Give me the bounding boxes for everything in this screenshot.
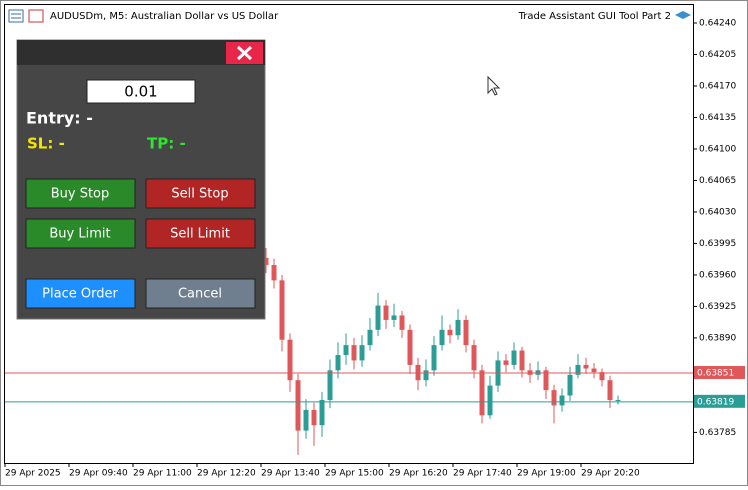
close-icon <box>236 45 253 61</box>
buy-limit-button[interactable] <box>25 218 136 249</box>
price-tag-label: 0.63851 <box>697 369 734 379</box>
x-tick-label: 29 Apr 11:00 <box>133 469 192 479</box>
y-tick-label: 0.64205 <box>699 50 736 60</box>
candle-body <box>519 350 525 371</box>
candle-body <box>383 305 389 320</box>
candle-body <box>367 329 373 346</box>
button-label: Sell Limit <box>170 227 230 242</box>
button-label: Sell Stop <box>171 187 228 202</box>
lot-value: 0.01 <box>124 83 157 101</box>
candle-body <box>463 319 469 346</box>
x-tick-label: 29 Apr 20:20 <box>581 469 640 479</box>
candle-body <box>311 409 317 426</box>
sell-limit-button[interactable] <box>145 218 256 249</box>
mouse-cursor <box>487 75 501 96</box>
expert-name: Trade Assistant GUI Tool Part 2 <box>518 11 671 22</box>
candle-body <box>399 315 405 330</box>
panel-header <box>17 40 265 65</box>
button-label: Cancel <box>178 287 222 302</box>
candle-body <box>551 390 557 406</box>
tp-label: TP: - <box>147 135 186 153</box>
sl-label: SL: - <box>27 135 65 153</box>
candle-body <box>391 315 397 320</box>
candle-body <box>591 368 597 373</box>
button-label: Buy Limit <box>49 227 110 242</box>
lot-input[interactable] <box>86 79 196 104</box>
y-tick-label: 0.64100 <box>699 144 736 154</box>
x-tick-label: 29 Apr 13:40 <box>261 469 320 479</box>
candle-body <box>575 364 581 375</box>
x-tick-label: 29 Apr 12:20 <box>197 469 256 479</box>
menu-icon[interactable] <box>8 9 24 23</box>
candle-body <box>615 400 621 402</box>
candle-body <box>295 380 301 431</box>
candle-body <box>327 370 333 401</box>
candle-body <box>335 355 341 371</box>
candle-body <box>567 374 573 396</box>
y-tick-label: 0.63785 <box>699 428 736 438</box>
candle-body <box>607 380 613 401</box>
candle-body <box>511 350 517 365</box>
candle-body <box>271 265 277 281</box>
x-tick-label: 29 Apr 15:00 <box>325 469 384 479</box>
cancel-button[interactable] <box>145 278 256 309</box>
candle-body <box>479 370 485 416</box>
y-tick-label: 0.64135 <box>699 113 736 123</box>
candle-body <box>431 345 437 371</box>
candle-body <box>559 395 565 406</box>
candle-body <box>303 409 309 431</box>
y-tick-label: 0.63995 <box>699 239 736 249</box>
place-order-button[interactable] <box>25 278 136 309</box>
trade-panel: 0.01 Entry: - SL: - TP: - Buy Stop Sell … <box>16 39 266 320</box>
y-tick-label: 0.64030 <box>699 207 736 217</box>
candle-body <box>599 372 605 381</box>
candle-body <box>407 329 413 365</box>
plot-frame <box>4 4 694 464</box>
buy-stop-button[interactable] <box>25 178 136 209</box>
x-tick-label: 29 Apr 16:20 <box>389 469 448 479</box>
candle-body <box>487 385 493 416</box>
candle-body <box>471 345 477 371</box>
price-tag-label: 0.63819 <box>697 397 734 407</box>
y-tick-label: 0.64240 <box>699 18 736 28</box>
entry-label: Entry: - <box>26 109 93 128</box>
candle-body <box>359 345 365 361</box>
candle-body <box>287 339 293 381</box>
x-tick-label: 29 Apr 17:40 <box>453 469 512 479</box>
candle-body <box>319 400 325 426</box>
symbol-icon[interactable] <box>28 9 44 23</box>
sell-stop-button[interactable] <box>145 178 256 209</box>
y-tick-label: 0.63960 <box>699 270 736 280</box>
y-tick-label: 0.64065 <box>699 176 736 186</box>
y-tick-label: 0.63890 <box>699 333 736 343</box>
candle-body <box>279 280 285 340</box>
candle-body <box>503 360 509 365</box>
button-label: Place Order <box>42 287 118 302</box>
candle-body <box>439 329 445 346</box>
candle-body <box>263 257 269 266</box>
candle-body <box>423 370 429 381</box>
price-tag <box>694 394 745 408</box>
button-label: Buy Stop <box>51 187 110 202</box>
expert-icon <box>675 11 691 19</box>
x-tick-label: 29 Apr 09:40 <box>69 469 128 479</box>
candle-body <box>447 329 453 336</box>
candle-body <box>375 305 381 330</box>
candle-body <box>543 370 549 391</box>
symbol-title: AUDUSDm, M5: Australian Dollar vs US Dol… <box>50 11 279 22</box>
y-tick-label: 0.63925 <box>699 302 736 312</box>
candle-body <box>455 319 461 336</box>
candle-body <box>583 364 589 369</box>
candle-body <box>343 345 349 356</box>
plot-area <box>263 247 621 455</box>
price-tag <box>694 366 745 380</box>
y-tick-label: 0.64170 <box>699 81 736 91</box>
x-tick-label: 29 Apr 2025 <box>5 469 61 479</box>
candle-body <box>351 345 357 361</box>
x-tick-label: 29 Apr 19:00 <box>517 469 576 479</box>
